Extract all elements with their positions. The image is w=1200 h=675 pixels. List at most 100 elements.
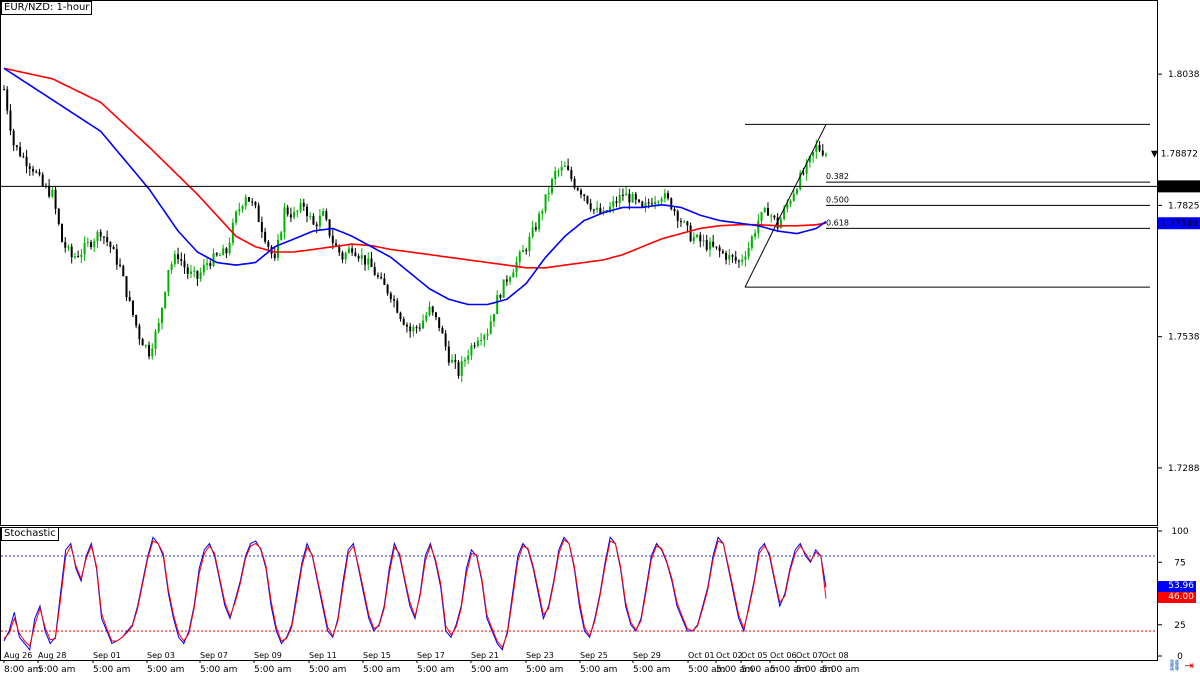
candle-body	[815, 144, 818, 152]
candle-body	[315, 224, 318, 227]
candle-body	[531, 227, 534, 237]
candle-body	[728, 254, 731, 260]
candle-body	[83, 243, 86, 255]
candle-body	[364, 255, 367, 265]
candle-body	[193, 270, 196, 272]
candle-body	[795, 189, 798, 194]
x-date-label: Oct 02	[716, 651, 743, 660]
candle-body	[441, 327, 444, 334]
x-time-label: 5:00 am	[471, 665, 508, 675]
candle-body	[821, 150, 824, 156]
candle-body	[509, 277, 512, 282]
candle-body	[3, 89, 5, 91]
candle-body	[641, 201, 644, 207]
candle-body	[115, 249, 118, 265]
candle-body	[67, 246, 70, 248]
x-time-label: 5:00 am	[417, 665, 454, 675]
candle-body	[431, 306, 434, 313]
candle-body	[199, 272, 202, 279]
candle-body	[80, 254, 83, 257]
price-pane[interactable]: 0.382 0.500 0.618	[1, 67, 1158, 383]
candle-body	[496, 294, 499, 314]
candle-body	[521, 250, 524, 253]
candle-body	[225, 248, 228, 254]
x-date-label: Sep 29	[633, 651, 661, 660]
candle-body	[183, 260, 186, 268]
candle-body	[492, 313, 495, 322]
price-badge-label: 1.78250	[1161, 182, 1198, 192]
candle-body	[725, 252, 728, 260]
candle-body	[9, 110, 12, 131]
candle-body	[367, 258, 370, 265]
candle-body	[322, 211, 325, 216]
link-icon[interactable]: ⛓	[1167, 659, 1182, 672]
candle-body	[286, 207, 289, 215]
fib-trendline[interactable]	[744, 124, 827, 288]
candle-body	[696, 234, 699, 238]
candle-body	[799, 173, 802, 190]
x-time-label: 5:00 am	[688, 665, 725, 675]
candle-body	[35, 171, 38, 173]
candle-body	[654, 201, 657, 205]
candle-body	[173, 254, 176, 265]
x-time-label: 5:00 am	[633, 665, 670, 675]
candle-body	[563, 165, 566, 167]
x-date-label: Sep 07	[200, 651, 228, 660]
candle-body	[425, 315, 428, 321]
candle-body	[708, 241, 711, 250]
candle-body	[625, 193, 628, 196]
x-time-label: 5:00 am	[363, 665, 400, 675]
candle-body	[41, 174, 44, 186]
candle-body	[567, 165, 570, 170]
candle-body	[612, 201, 615, 207]
candle-body	[786, 204, 789, 209]
candle-body	[415, 327, 418, 329]
candle-body	[783, 208, 786, 219]
fib-level-label: 0.618	[826, 218, 849, 227]
candle-body	[702, 240, 705, 242]
candle-body	[354, 252, 357, 256]
price-badge-label: 1.77548	[1161, 219, 1198, 229]
candle-body	[580, 190, 583, 195]
x-date-label: Oct 01	[688, 651, 715, 660]
candle-body	[247, 197, 250, 202]
candle-body	[25, 156, 28, 167]
candle-body	[48, 185, 51, 197]
candle-body	[209, 263, 212, 266]
candle-body	[51, 189, 54, 197]
price-badge-label: ▼ 1.78872	[1151, 150, 1198, 160]
candle-body	[650, 203, 653, 205]
x-date-label: Sep 09	[254, 651, 282, 660]
candle-body	[222, 248, 225, 256]
candle-body	[676, 211, 679, 221]
candle-body	[686, 221, 689, 226]
candle-body	[763, 208, 766, 213]
candle-body	[715, 246, 718, 248]
x-time-label: 5:00 am	[741, 665, 778, 675]
stoch-d-line	[3, 539, 827, 649]
candle-body	[683, 221, 686, 223]
candle-body	[141, 339, 144, 346]
candle-body	[251, 201, 254, 203]
candle-body	[289, 214, 292, 218]
candle-body	[638, 199, 641, 202]
candle-body	[712, 241, 715, 247]
candle-body	[122, 265, 125, 277]
candle-body	[634, 193, 637, 200]
candle-body	[770, 215, 773, 217]
candle-body	[789, 200, 792, 205]
candle-body	[512, 272, 515, 278]
stochastic-pane[interactable]	[1, 536, 1158, 651]
candle-body	[618, 194, 621, 203]
candle-body	[679, 220, 682, 223]
scroll-end-icon[interactable]: ⇥	[1184, 659, 1194, 672]
candle-body	[61, 223, 64, 243]
candle-body	[347, 248, 350, 253]
candle-body	[528, 236, 531, 252]
chart-toolbar-icons[interactable]: ⛓ ⇥	[1167, 659, 1194, 672]
candle-body	[589, 203, 592, 210]
x-time-label: 8:00 am	[4, 665, 41, 675]
candle-body	[167, 270, 170, 292]
candle-body	[196, 270, 199, 279]
